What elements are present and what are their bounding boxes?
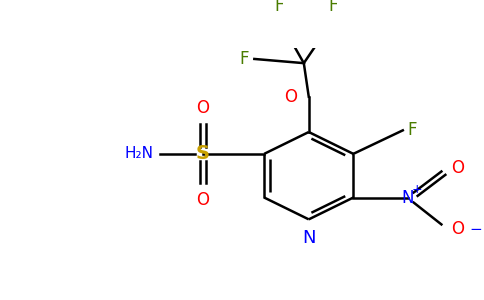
Text: −: −: [469, 222, 482, 237]
Text: F: F: [239, 50, 248, 68]
Text: O: O: [451, 159, 464, 177]
Text: O: O: [285, 88, 298, 106]
Text: N: N: [402, 188, 414, 206]
Text: H₂N: H₂N: [124, 146, 153, 161]
Text: F: F: [329, 0, 338, 15]
Text: S: S: [196, 144, 210, 164]
Text: F: F: [274, 0, 284, 15]
Text: O: O: [197, 191, 210, 209]
Text: O: O: [197, 99, 210, 117]
Text: +: +: [411, 183, 422, 196]
Text: N: N: [302, 230, 316, 247]
Text: O: O: [451, 220, 464, 238]
Text: F: F: [408, 121, 417, 139]
